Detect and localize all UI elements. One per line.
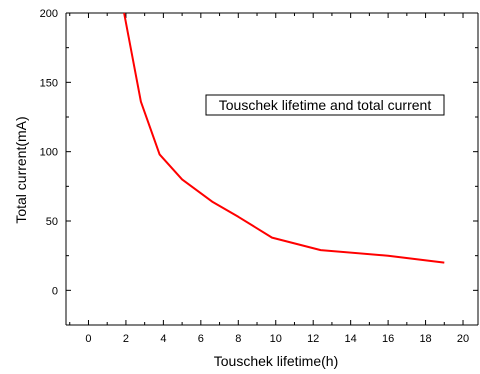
plot-frame xyxy=(65,12,479,326)
x-tick-label: 0 xyxy=(85,333,91,345)
x-tick-label: 12 xyxy=(307,333,319,345)
x-tick-label: 2 xyxy=(123,333,129,345)
series-group xyxy=(123,12,445,264)
y-tick-label: 150 xyxy=(40,77,58,89)
x-tick-label: 16 xyxy=(382,333,394,345)
y-axis-label: Total current(mA) xyxy=(13,116,29,223)
axis-ticks xyxy=(66,12,478,326)
y-tick-label: 0 xyxy=(52,285,58,297)
annotation-frame xyxy=(205,94,445,116)
x-tick-label: 14 xyxy=(345,333,357,345)
x-tick-label: 18 xyxy=(419,333,431,345)
annotation-text: Touschek lifetime and total current xyxy=(219,97,432,113)
y-tick-label: 100 xyxy=(40,147,58,159)
x-tick-label: 6 xyxy=(198,333,204,345)
x-tick-label: 20 xyxy=(457,333,469,345)
y-tick-label: 200 xyxy=(40,8,58,20)
series-line xyxy=(123,12,445,264)
x-tick-label: 8 xyxy=(235,333,241,345)
x-tick-label: 4 xyxy=(160,333,166,345)
y-tick-label: 50 xyxy=(46,216,58,228)
x-tick-label: 10 xyxy=(270,333,282,345)
x-axis-label: Touschek lifetime(h) xyxy=(214,353,339,369)
annotation-box: Touschek lifetime and total current xyxy=(205,94,445,116)
